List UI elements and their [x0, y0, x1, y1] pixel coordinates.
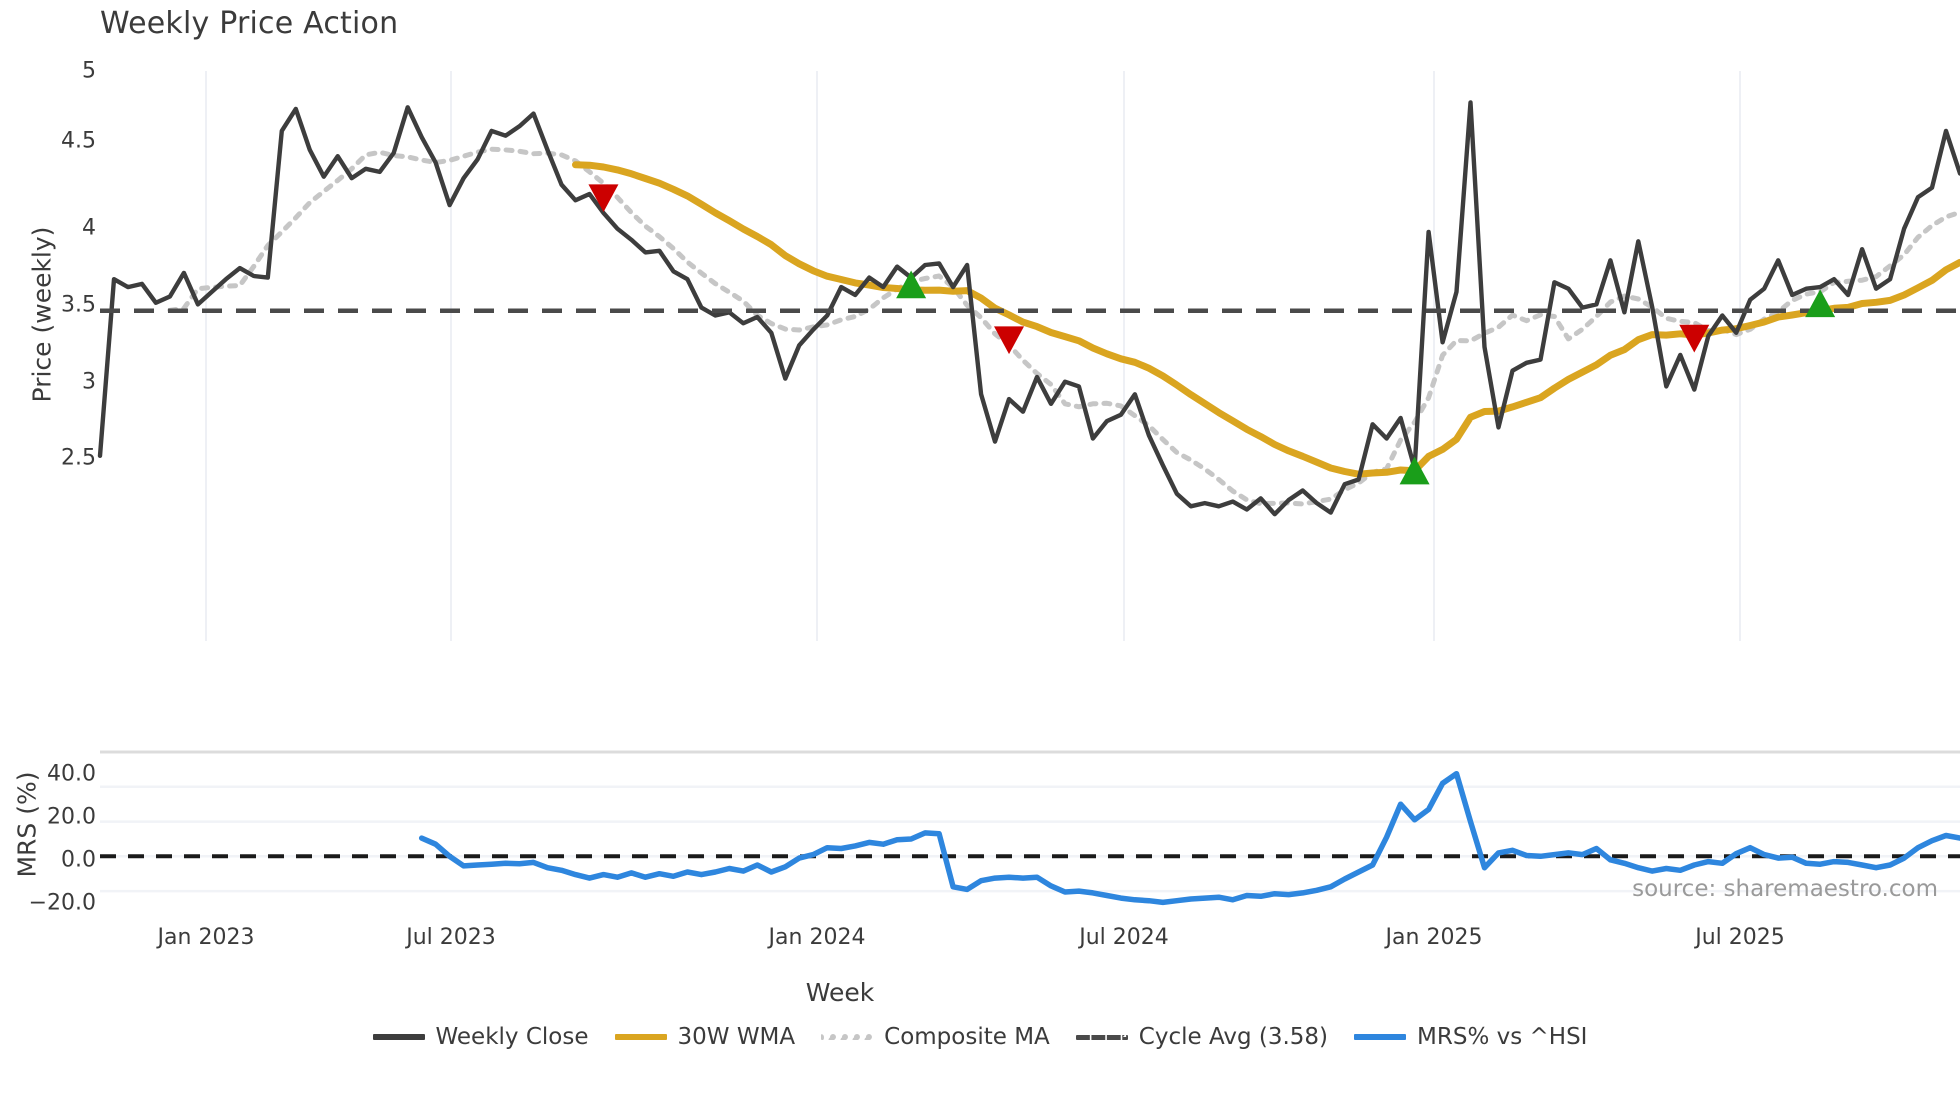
weekly-close-line [97, 100, 1960, 517]
legend-item-weekly-close[interactable]: Weekly Close [372, 1024, 589, 1050]
xtick-jan-2024: Jan 2024 [768, 925, 866, 950]
price-ytick-3: 3 [82, 369, 96, 395]
legend-label-weekly-close: Weekly Close [435, 1024, 589, 1050]
price-ytick-4.5: 4.5 [61, 128, 96, 154]
legend-item-cycle-avg[interactable]: Cycle Avg (3.58) [1075, 1024, 1329, 1050]
mrs-ytick-20: 20.0 [47, 804, 96, 830]
xtick-jan-2023: Jan 2023 [157, 925, 255, 950]
composite-ma-line [167, 146, 1960, 507]
price-ytick-3.5: 3.5 [61, 292, 96, 318]
source-watermark: source: sharemaestro.com [1632, 876, 1938, 902]
mrs-ytick-neg20: −20.0 [28, 890, 96, 916]
buy-marker-3 [1399, 456, 1430, 485]
xtick-jul-2025: Jul 2025 [1695, 925, 1785, 950]
legend-item-30w-wma[interactable]: 30W WMA [614, 1024, 796, 1050]
chart-legend: Weekly Close 30W WMA Composite MA Cycle … [0, 1024, 1960, 1050]
price-ytick-2.5: 2.5 [61, 445, 96, 471]
signal-markers [588, 184, 1836, 485]
buy-marker-1 [896, 270, 927, 299]
wma-swatch-icon [614, 1034, 667, 1040]
price-ytick-5: 5 [82, 58, 96, 84]
sell-marker-4 [1679, 324, 1710, 353]
wma-line [572, 161, 1960, 478]
xtick-jan-2025: Jan 2025 [1385, 925, 1483, 950]
legend-item-composite-ma[interactable]: Composite MA [821, 1024, 1050, 1050]
legend-item-mrs[interactable]: MRS% vs ^HSI [1354, 1024, 1587, 1050]
buy-marker-5 [1805, 289, 1836, 318]
mrs-swatch-icon [1354, 1034, 1407, 1040]
x-axis-label: Week [805, 978, 875, 1007]
weekly-close-swatch-icon [372, 1034, 425, 1040]
mrs-line [418, 770, 1960, 906]
composite-ma-swatch-icon [821, 1034, 874, 1040]
mrs-ytick-40: 40.0 [47, 761, 96, 787]
xtick-jul-2023: Jul 2023 [406, 925, 496, 950]
price-gridlines [205, 71, 1741, 641]
legend-label-composite-ma: Composite MA [884, 1024, 1050, 1050]
page-title: Weekly Price Action [100, 6, 399, 41]
xtick-jul-2024: Jul 2024 [1079, 925, 1169, 950]
legend-label-mrs: MRS% vs ^HSI [1417, 1024, 1588, 1050]
legend-label-cycle-avg: Cycle Avg (3.58) [1138, 1024, 1329, 1050]
sell-marker-2 [994, 326, 1025, 355]
legend-label-30w-wma: 30W WMA [677, 1024, 796, 1050]
sell-marker-0 [588, 184, 619, 213]
mrs-ytick-0: 0.0 [61, 847, 96, 873]
cycle-avg-swatch-icon [1075, 1034, 1128, 1040]
price-ytick-4: 4 [82, 215, 96, 241]
